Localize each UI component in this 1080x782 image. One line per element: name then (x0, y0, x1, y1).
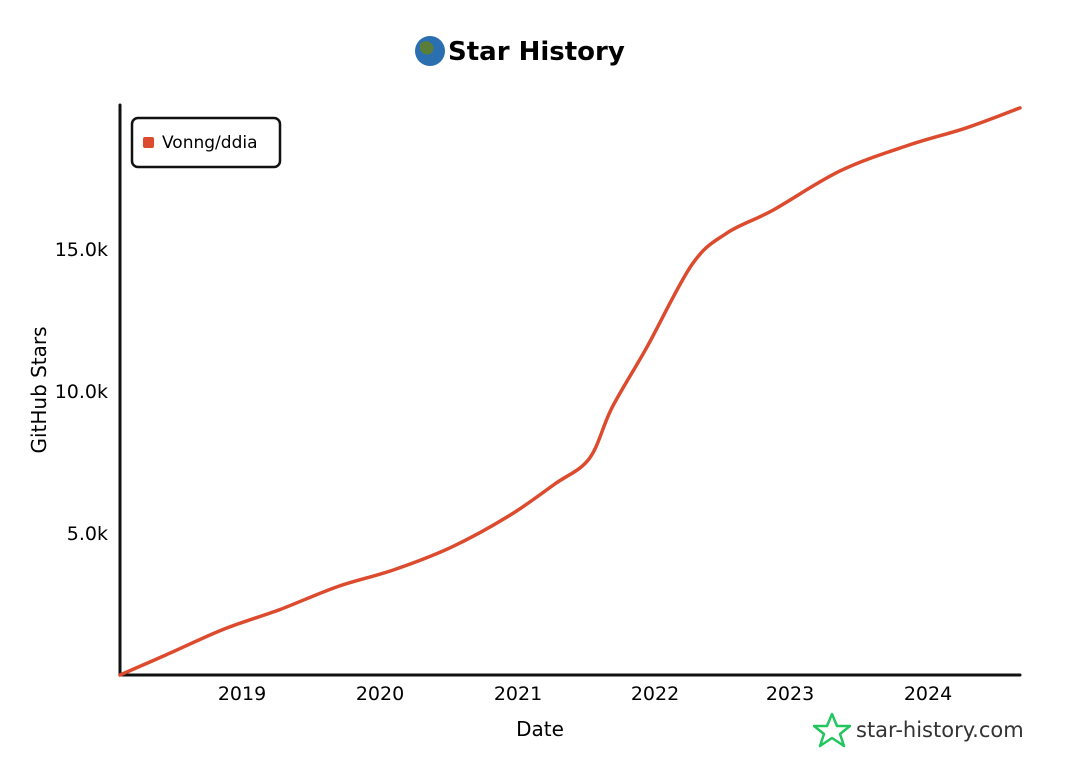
axes (118, 103, 1022, 677)
legend-box (130, 116, 282, 169)
y-tick-label: 5.0k (67, 523, 108, 545)
x-tick-label: 2024 (904, 683, 952, 705)
x-tick-labels: 2019 2020 2021 2022 2023 2024 (218, 683, 952, 705)
series-layer (118, 106, 1022, 677)
legend-swatch (143, 137, 154, 148)
star-icon (812, 712, 852, 748)
y-tick-label: 15.0k (55, 239, 108, 261)
chart-title: Star History (448, 37, 625, 67)
brand-text: star-history.com (856, 718, 1024, 742)
x-tick-label: 2019 (218, 683, 266, 705)
y-tick-labels: 5.0k 10.0k 15.0k (55, 239, 108, 545)
brand-watermark: star-history.com (812, 712, 1024, 748)
x-tick-label: 2023 (766, 683, 814, 705)
x-tick-label: 2021 (494, 683, 542, 705)
x-axis-label: Date (516, 717, 564, 741)
series-line (118, 106, 1022, 677)
y-axis-label: GitHub Stars (27, 326, 51, 453)
chart-title-group: Star History (415, 36, 625, 67)
x-tick-label: 2020 (356, 683, 404, 705)
x-tick-label: 2022 (631, 683, 679, 705)
legend: Vonng/ddia (130, 116, 282, 169)
globe-land (420, 41, 434, 55)
y-tick-label: 10.0k (55, 381, 108, 403)
legend-label: Vonng/ddia (162, 133, 258, 153)
